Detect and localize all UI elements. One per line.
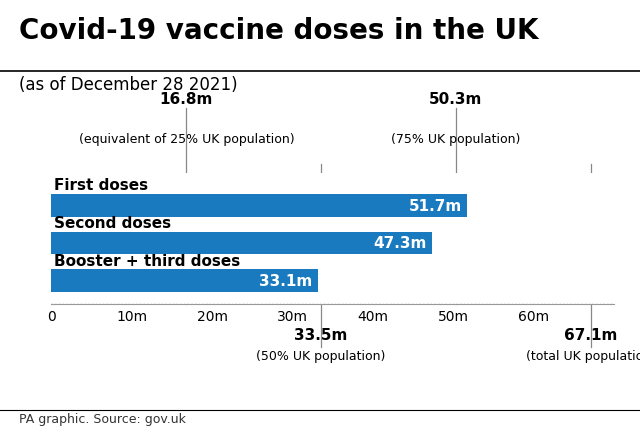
Text: PA graphic. Source: gov.uk: PA graphic. Source: gov.uk <box>19 412 186 425</box>
Text: Second doses: Second doses <box>54 216 171 230</box>
Text: First doses: First doses <box>54 178 148 193</box>
Text: 47.3m: 47.3m <box>374 236 427 251</box>
Text: 16.8m: 16.8m <box>160 92 213 106</box>
Text: (as of December 28 2021): (as of December 28 2021) <box>19 76 238 94</box>
Text: (50% UK population): (50% UK population) <box>256 349 385 362</box>
Text: 67.1m: 67.1m <box>564 328 618 342</box>
Text: (75% UK population): (75% UK population) <box>391 132 520 145</box>
Text: (equivalent of 25% UK population): (equivalent of 25% UK population) <box>79 132 294 145</box>
Bar <box>51 270 317 293</box>
Text: 33.5m: 33.5m <box>294 328 348 342</box>
Text: 33.1m: 33.1m <box>259 274 313 289</box>
Text: 50.3m: 50.3m <box>429 92 483 106</box>
Text: (total UK population): (total UK population) <box>526 349 640 362</box>
Text: 51.7m: 51.7m <box>409 198 462 213</box>
Bar <box>51 194 467 217</box>
Text: Booster + third doses: Booster + third doses <box>54 253 240 268</box>
Bar <box>51 232 432 255</box>
Text: Covid-19 vaccine doses in the UK: Covid-19 vaccine doses in the UK <box>19 17 539 45</box>
